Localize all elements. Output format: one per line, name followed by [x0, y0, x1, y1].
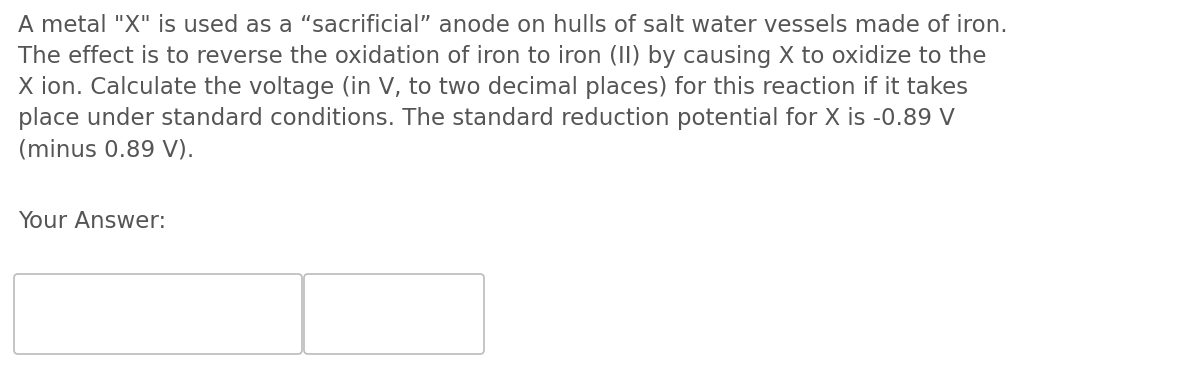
FancyBboxPatch shape [304, 274, 484, 354]
Text: A metal "X" is used as a “sacrificial” anode on hulls of salt water vessels made: A metal "X" is used as a “sacrificial” a… [18, 14, 1008, 161]
FancyBboxPatch shape [14, 274, 302, 354]
Text: Your Answer:: Your Answer: [18, 210, 166, 233]
